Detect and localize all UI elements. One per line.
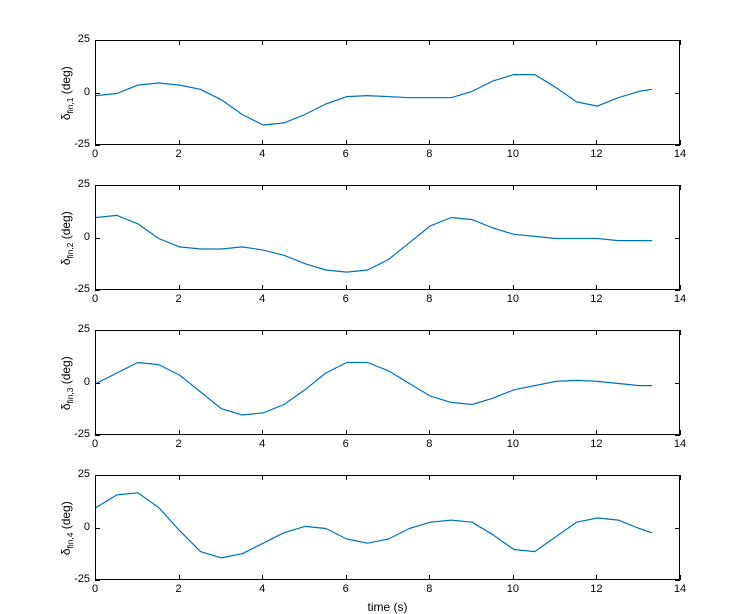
y-tick-label: 25 [60, 468, 90, 480]
y-axis-label: δfin,4 (deg) [59, 488, 75, 568]
x-tick-label: 4 [247, 583, 277, 595]
y-tick-mark [95, 528, 100, 529]
x-tick-label: 8 [414, 583, 444, 595]
x-tick-mark [346, 475, 347, 480]
plot-area [95, 475, 680, 580]
x-tick-mark [596, 575, 597, 580]
y-tick-mark [675, 580, 680, 581]
x-tick-mark [95, 475, 96, 480]
x-tick-mark [262, 475, 263, 480]
x-tick-mark [262, 575, 263, 580]
x-tick-label: 14 [665, 583, 695, 595]
figure: -2502502468101214δfin,1 (deg) -250250246… [0, 0, 737, 612]
x-tick-mark [95, 575, 96, 580]
series-line [96, 476, 681, 581]
x-tick-mark [596, 475, 597, 480]
y-tick-mark [675, 528, 680, 529]
x-tick-label: 2 [164, 583, 194, 595]
x-tick-mark [680, 475, 681, 480]
y-tick-mark [95, 580, 100, 581]
x-tick-mark [429, 475, 430, 480]
x-tick-mark [429, 575, 430, 580]
subplot-fin4: -2502502468101214δfin,4 (deg) [0, 0, 737, 612]
x-tick-mark [513, 475, 514, 480]
x-tick-mark [179, 475, 180, 480]
x-tick-label: 10 [498, 583, 528, 595]
x-tick-label: 6 [331, 583, 361, 595]
x-tick-mark [513, 575, 514, 580]
x-tick-mark [346, 575, 347, 580]
x-tick-mark [179, 575, 180, 580]
x-tick-label: 12 [581, 583, 611, 595]
x-tick-label: 0 [80, 583, 110, 595]
x-tick-mark [680, 575, 681, 580]
